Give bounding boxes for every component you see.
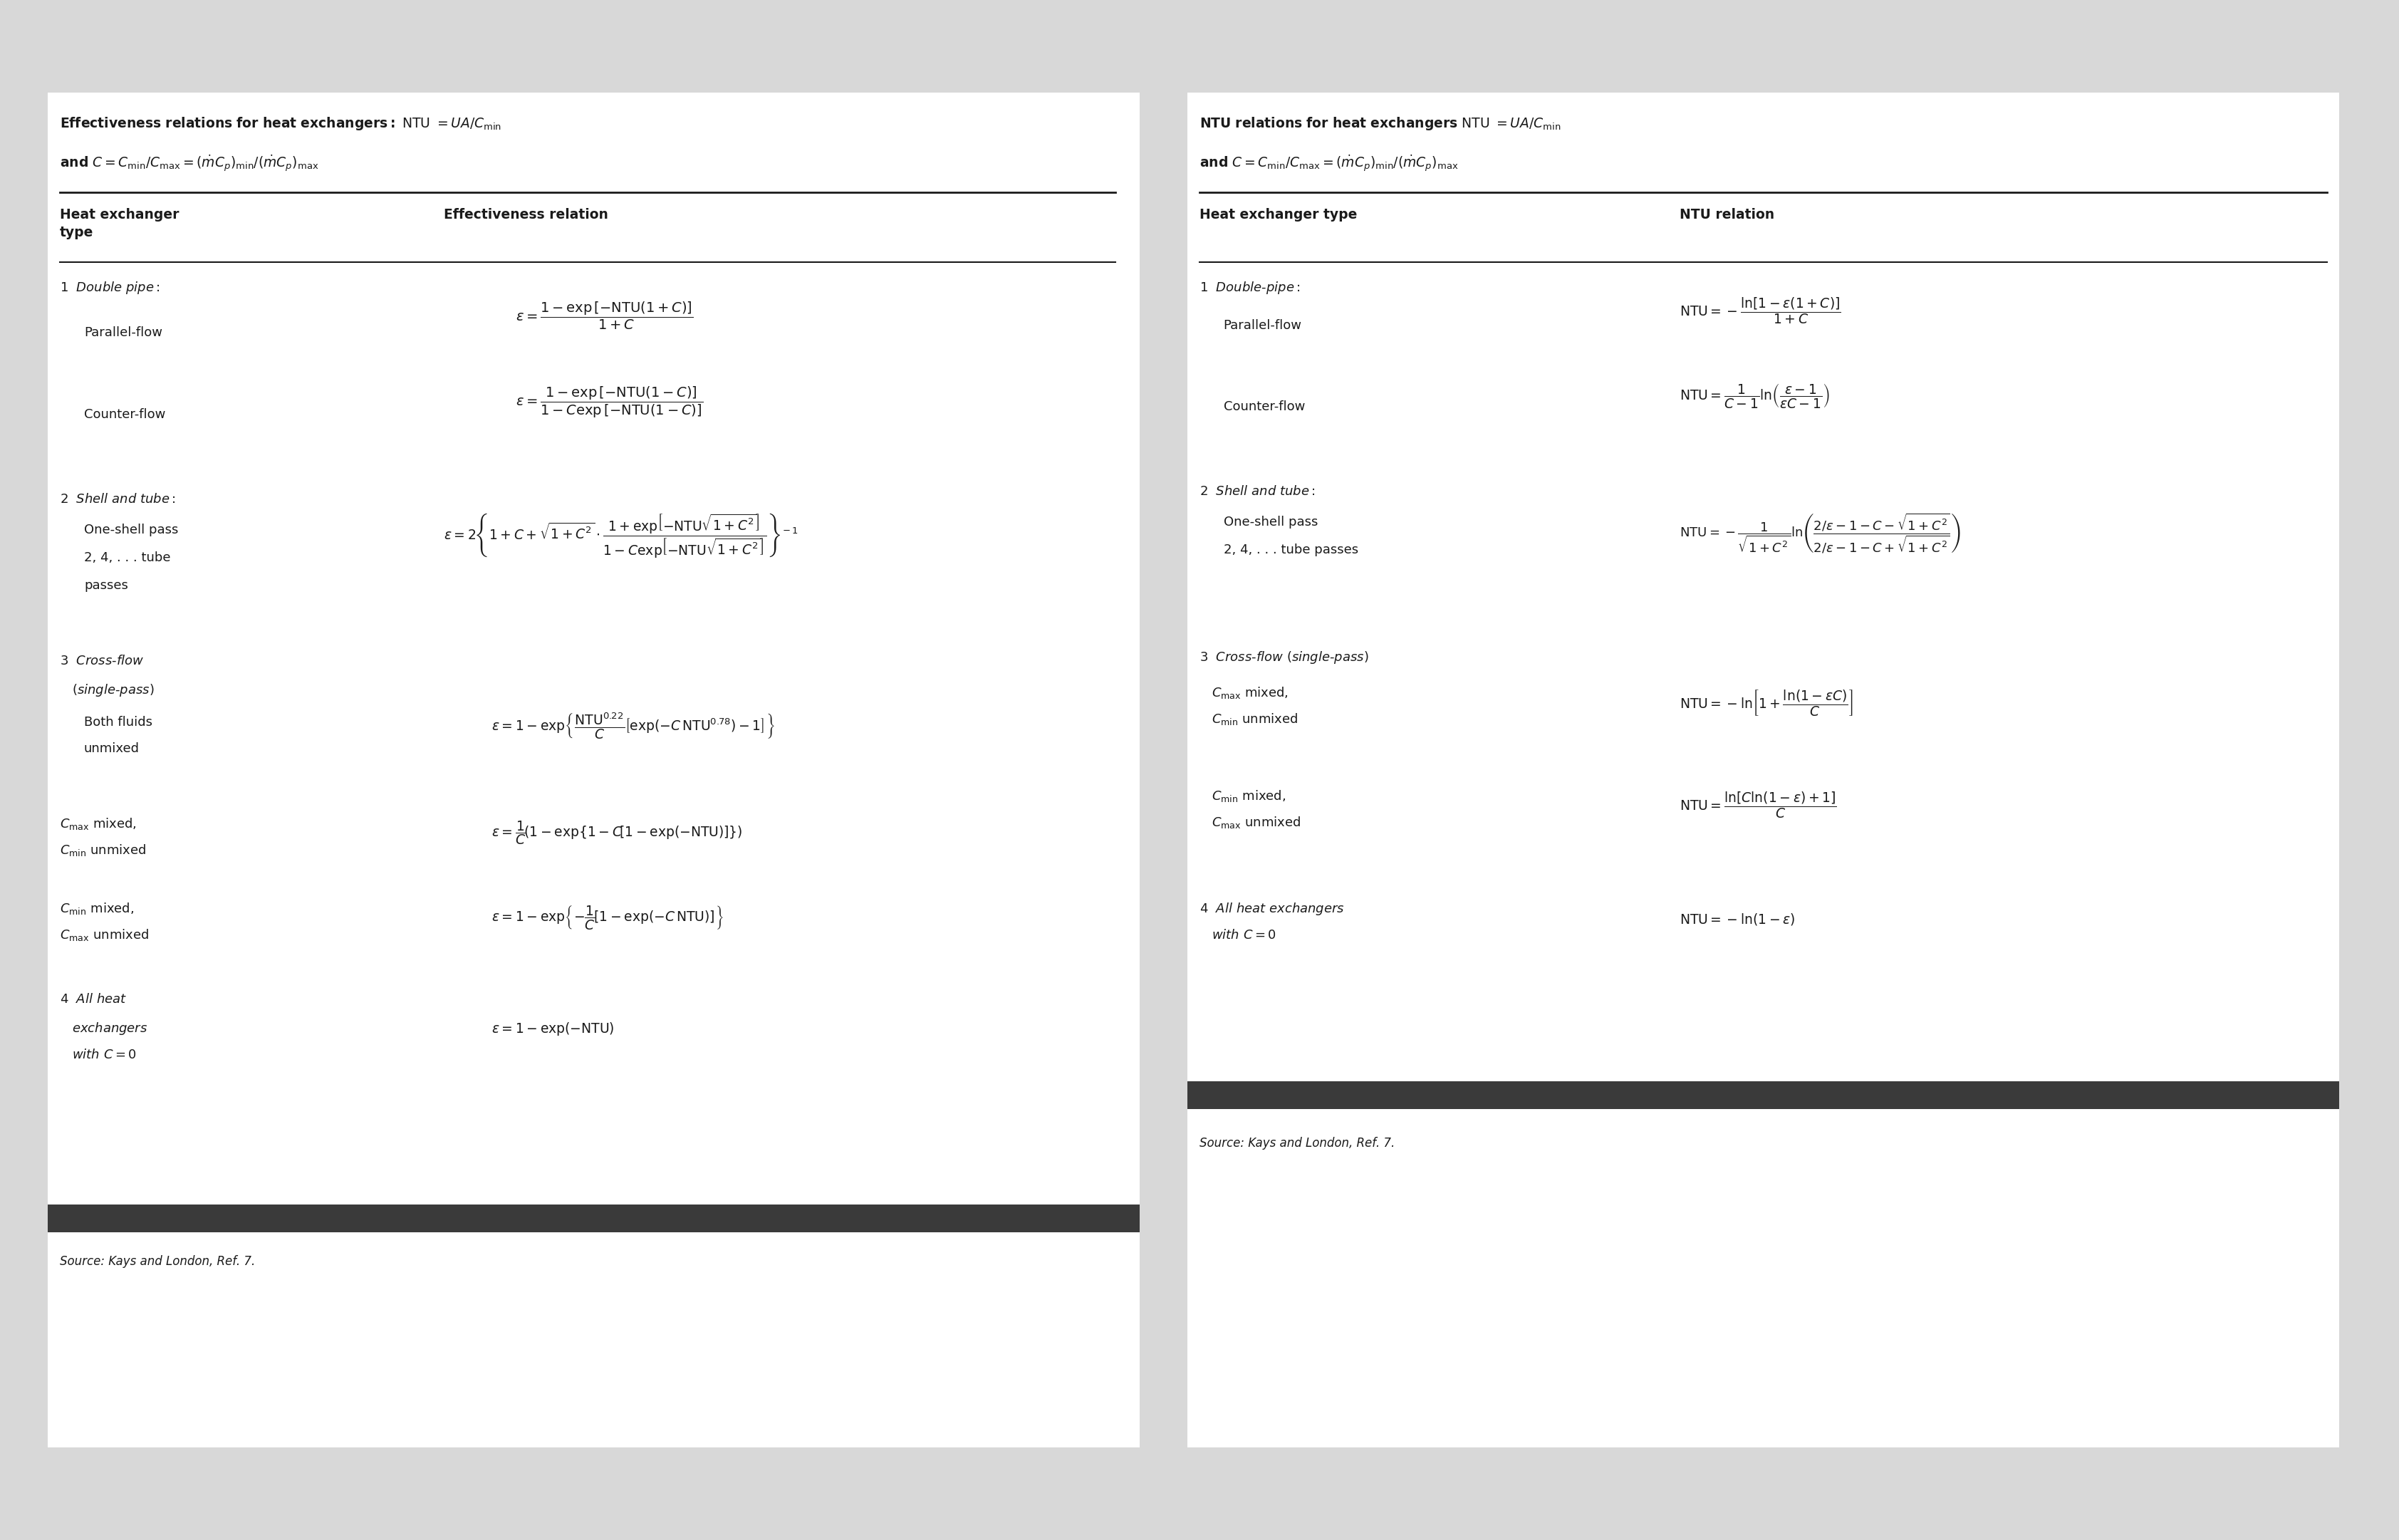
FancyBboxPatch shape [48, 92, 1140, 1448]
Text: $\mathrm{NTU} = -\ln(1-\varepsilon)$: $\mathrm{NTU} = -\ln(1-\varepsilon)$ [1679, 912, 1794, 927]
Text: $C_{\min}$ unmixed: $C_{\min}$ unmixed [1211, 711, 1298, 727]
Text: $\mathbf{Effectiveness\ relations\ for\ heat\ exchangers:}$ NTU $= UA/C_{\min}$: $\mathbf{Effectiveness\ relations\ for\ … [60, 116, 501, 132]
Text: Heat exchanger type: Heat exchanger type [1200, 208, 1358, 222]
Text: $\it{exchangers}$: $\it{exchangers}$ [72, 1021, 149, 1036]
Text: 4  $\it{All\ heat\ exchangers}$: 4 $\it{All\ heat\ exchangers}$ [1200, 901, 1346, 916]
Text: $C_{\min}$ mixed,: $C_{\min}$ mixed, [1211, 788, 1286, 804]
Text: $\mathrm{NTU} = \dfrac{1}{C-1}\ln\!\left(\dfrac{\varepsilon-1}{\varepsilon C - 1: $\mathrm{NTU} = \dfrac{1}{C-1}\ln\!\left… [1679, 382, 1830, 410]
Text: One-shell pass: One-shell pass [84, 524, 178, 536]
Text: $\mathrm{NTU} = \dfrac{\ln\!\left[C\ln(1-\varepsilon)+1\right]}{C}$: $\mathrm{NTU} = \dfrac{\ln\!\left[C\ln(1… [1679, 790, 1838, 819]
Text: 2, 4, . . . tube: 2, 4, . . . tube [84, 551, 170, 564]
Text: 4  $\it{All\ heat}$: 4 $\it{All\ heat}$ [60, 993, 127, 1006]
Text: $C_{\max}$ unmixed: $C_{\max}$ unmixed [60, 927, 149, 942]
Text: Heat exchanger
type: Heat exchanger type [60, 208, 180, 239]
Text: One-shell pass: One-shell pass [1223, 516, 1317, 528]
Text: unmixed: unmixed [84, 742, 139, 755]
Text: $\mathbf{and}\ C = C_{\min}/C_{\max} = (\dot{m}C_p)_{\min}/(\dot{m}C_p)_{\max}$: $\mathbf{and}\ C = C_{\min}/C_{\max} = (… [1200, 154, 1459, 174]
FancyBboxPatch shape [1188, 1081, 2339, 1109]
Text: $C_{\max}$ mixed,: $C_{\max}$ mixed, [60, 816, 137, 832]
Text: Counter-flow: Counter-flow [84, 408, 166, 420]
Text: 3  $\it{Cross\text{-}flow}$: 3 $\it{Cross\text{-}flow}$ [60, 654, 144, 667]
Text: $\varepsilon = \dfrac{1 - \exp\left[-\mathrm{NTU}(1+C)\right]}{1+C}$: $\varepsilon = \dfrac{1 - \exp\left[-\ma… [516, 300, 693, 331]
Text: $\varepsilon = 1 - \exp\!\left\{-\dfrac{1}{C}\!\left[1 - \exp(-C\,\mathrm{NTU})\: $\varepsilon = 1 - \exp\!\left\{-\dfrac{… [492, 904, 724, 932]
Text: 2, 4, . . . tube passes: 2, 4, . . . tube passes [1223, 544, 1358, 556]
FancyBboxPatch shape [1188, 92, 2339, 1448]
Text: $\mathbf{and}\ C = C_{\min}/C_{\max} = (\dot{m}C_p)_{\min}/(\dot{m}C_p)_{\max}$: $\mathbf{and}\ C = C_{\min}/C_{\max} = (… [60, 154, 319, 174]
Text: $\varepsilon = \dfrac{1 - \exp\left[-\mathrm{NTU}(1-C)\right]}{1 - C\exp\left[-\: $\varepsilon = \dfrac{1 - \exp\left[-\ma… [516, 385, 703, 419]
Text: $C_{\max}$ unmixed: $C_{\max}$ unmixed [1211, 815, 1300, 830]
Text: $\varepsilon = 2\!\left\{1 + C + \sqrt{1+C^2}\cdot\dfrac{1+\exp\!\left[-\mathrm{: $\varepsilon = 2\!\left\{1 + C + \sqrt{1… [444, 511, 799, 559]
Text: $C_{\min}$ unmixed: $C_{\min}$ unmixed [60, 842, 146, 858]
Text: 2  $\it{Shell\ and\ tube:}$: 2 $\it{Shell\ and\ tube:}$ [60, 493, 175, 505]
Text: 2  $\it{Shell\ and\ tube:}$: 2 $\it{Shell\ and\ tube:}$ [1200, 485, 1315, 497]
Text: Effectiveness relation: Effectiveness relation [444, 208, 609, 222]
Text: $\varepsilon = 1 - \exp(-\mathrm{NTU})$: $\varepsilon = 1 - \exp(-\mathrm{NTU})$ [492, 1021, 614, 1038]
Text: Parallel-flow: Parallel-flow [84, 326, 163, 339]
Text: Source: Kays and London, Ref. 7.: Source: Kays and London, Ref. 7. [60, 1255, 254, 1267]
Text: $\mathrm{NTU} = -\dfrac{\ln\!\left[1 - \varepsilon(1+C)\right]}{1+C}$: $\mathrm{NTU} = -\dfrac{\ln\!\left[1 - \… [1679, 296, 1840, 325]
Text: $\varepsilon = \dfrac{1}{C}\!\left(1 - \exp\!\left\{1 - C\!\left[1 - \exp(-\math: $\varepsilon = \dfrac{1}{C}\!\left(1 - \… [492, 819, 744, 847]
Text: $C_{\min}$ mixed,: $C_{\min}$ mixed, [60, 901, 134, 916]
Text: NTU relation: NTU relation [1679, 208, 1775, 222]
Text: Both fluids: Both fluids [84, 716, 154, 728]
Text: passes: passes [84, 579, 127, 591]
Text: $\it{(single\text{-}pass)}$: $\it{(single\text{-}pass)}$ [72, 682, 154, 698]
FancyBboxPatch shape [48, 1204, 1140, 1232]
Text: 1  $\it{Double\text{-}pipe:}$: 1 $\it{Double\text{-}pipe:}$ [1200, 280, 1300, 296]
Text: $\it{with\ C = 0}$: $\it{with\ C = 0}$ [72, 1049, 137, 1061]
Text: 1  $\it{Double\ pipe:}$: 1 $\it{Double\ pipe:}$ [60, 280, 161, 296]
Text: $\mathrm{NTU} = -\ln\!\left[1 + \dfrac{\ln(1-\varepsilon C)}{C}\right]$: $\mathrm{NTU} = -\ln\!\left[1 + \dfrac{\… [1679, 688, 1852, 718]
Text: $C_{\max}$ mixed,: $C_{\max}$ mixed, [1211, 685, 1288, 701]
Text: Parallel-flow: Parallel-flow [1223, 319, 1303, 331]
Text: Source: Kays and London, Ref. 7.: Source: Kays and London, Ref. 7. [1200, 1137, 1394, 1149]
Text: $\varepsilon = 1 - \exp\!\left\{\dfrac{\mathrm{NTU}^{0.22}}{C}\left[\exp\!\left(: $\varepsilon = 1 - \exp\!\left\{\dfrac{\… [492, 711, 775, 741]
Text: $\mathbf{NTU\ relations\ for\ heat\ exchangers}$ NTU $= UA/C_{\min}$: $\mathbf{NTU\ relations\ for\ heat\ exch… [1200, 116, 1562, 132]
Text: Counter-flow: Counter-flow [1223, 400, 1305, 413]
Text: 3  $\it{Cross\text{-}flow\ (single\text{-}pass)}$: 3 $\it{Cross\text{-}flow\ (single\text{-… [1200, 650, 1370, 665]
Text: $\mathrm{NTU} = -\dfrac{1}{\sqrt{1+C^2}}\ln\!\left(\dfrac{2/\varepsilon - 1 - C : $\mathrm{NTU} = -\dfrac{1}{\sqrt{1+C^2}}… [1679, 511, 1960, 554]
Text: $\it{with\ C = 0}$: $\it{with\ C = 0}$ [1211, 929, 1276, 941]
